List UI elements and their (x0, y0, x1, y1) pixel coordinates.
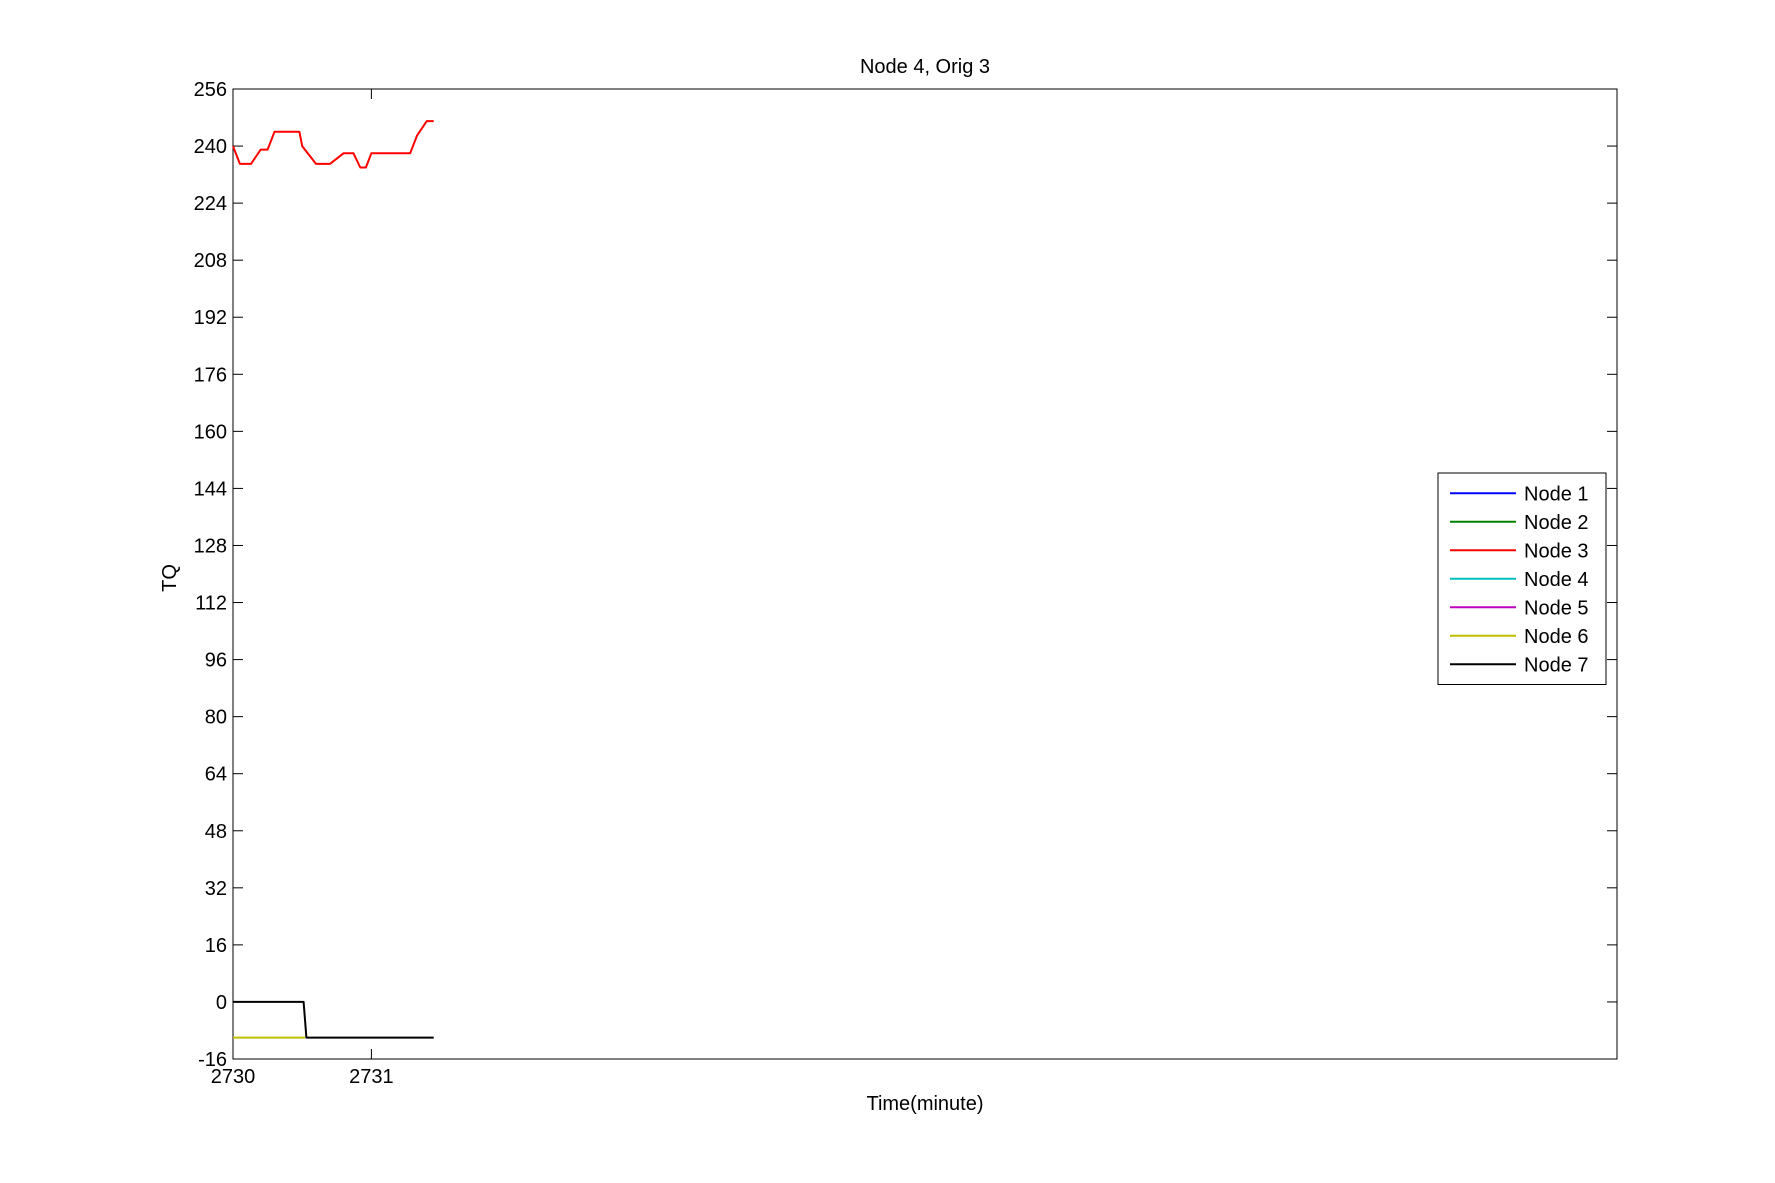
y-tick-label: 240 (194, 136, 227, 158)
x-axis-label: Time(minute) (866, 1093, 983, 1115)
y-tick-label: 256 (194, 79, 227, 101)
legend-label-node-7: Node 7 (1524, 654, 1589, 676)
legend: Node 1 Node 2 Node 3 Node 4 Node 5 Node 6 Node… (1437, 472, 1607, 685)
y-tick-label: 144 (194, 478, 227, 500)
y-tick-label: 176 (194, 364, 227, 386)
y-tick-label: 96 (205, 650, 227, 672)
legend-label-node-2: Node 2 (1524, 512, 1589, 534)
series-line-node-3 (232, 120, 434, 169)
y-tick-label: 0 (216, 992, 227, 1014)
legend-label-node-3: Node 3 (1524, 540, 1589, 562)
legend-label-node-6: Node 6 (1524, 626, 1589, 648)
plot-box (232, 88, 1618, 1060)
x-tick-label: 2730 (211, 1066, 256, 1088)
y-axis-label: TQ (159, 564, 181, 592)
y-tick-label: 48 (205, 821, 227, 843)
y-tick-label: 224 (194, 193, 227, 215)
y-tick-label: 80 (205, 707, 227, 729)
legend-label-node-4: Node 4 (1524, 569, 1589, 591)
y-tick-label: 160 (194, 421, 227, 443)
y-tick-label: 128 (194, 535, 227, 557)
y-tick-label: 208 (194, 250, 227, 272)
y-tick-label: -16 (198, 1049, 227, 1071)
plot-area: -16 0 16 32 48 64 80 96 112 128 144 160 176 192 208 224… (194, 79, 1618, 1088)
y-tick-label: 16 (205, 935, 227, 957)
y-tick-label: 64 (205, 764, 227, 786)
y-tick-label: 32 (205, 878, 227, 900)
y-tick-label: 192 (194, 307, 227, 329)
y-tick-label: 112 (195, 593, 227, 615)
legend-label-node-5: Node 5 (1524, 597, 1589, 619)
chart-title: Node 4, Orig 3 (860, 56, 990, 78)
series-line-node-7 (233, 1000, 434, 1039)
legend-label-node-1: Node 1 (1524, 483, 1589, 505)
x-tick-label: 2731 (349, 1066, 394, 1088)
